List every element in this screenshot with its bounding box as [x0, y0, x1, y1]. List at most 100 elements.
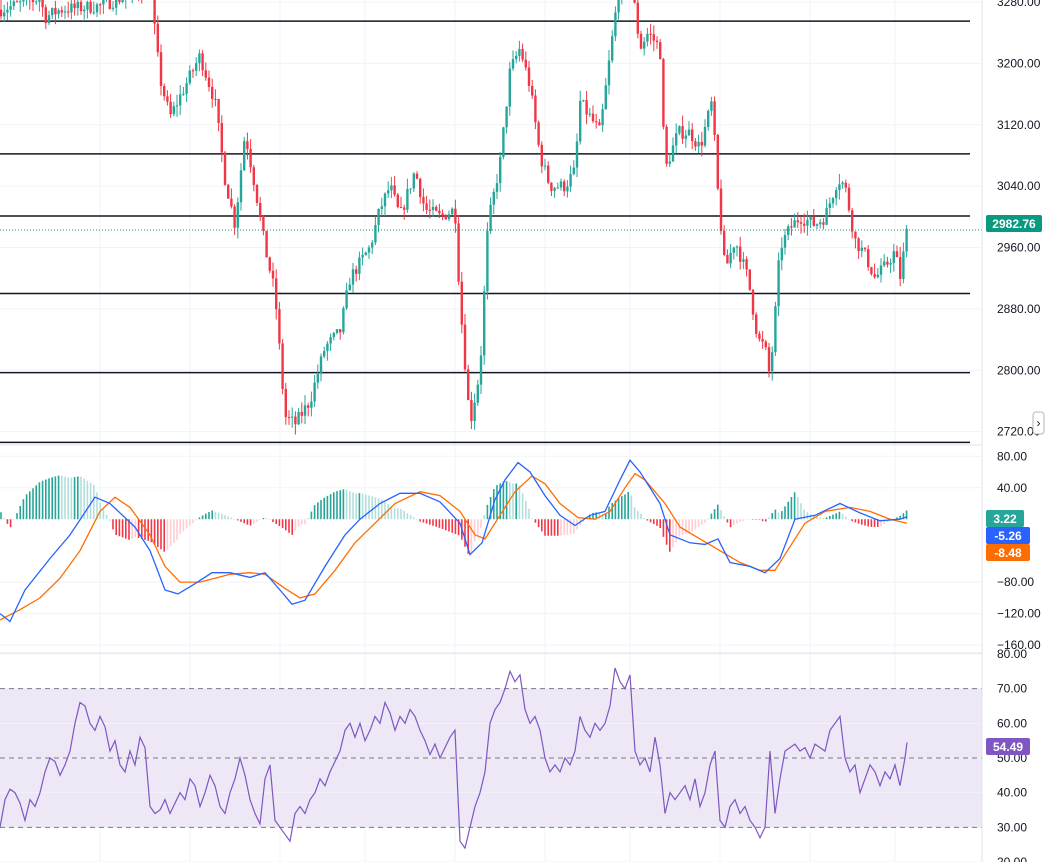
- candle-body: [6, 9, 9, 13]
- price-tick-label: 3280.00: [997, 0, 1041, 9]
- candle-body: [22, 0, 25, 2]
- rsi-pane[interactable]: [0, 653, 982, 862]
- macd-tick-label: −120.00: [997, 607, 1041, 621]
- macd-pane[interactable]: [0, 455, 982, 646]
- macd-histogram-bar: [93, 484, 95, 520]
- price-tick-label: 3120.00: [997, 118, 1041, 132]
- candle-body: [687, 129, 691, 136]
- candle-body: [422, 197, 425, 204]
- candle-body: [703, 126, 707, 146]
- candle-body: [575, 141, 579, 168]
- candle-body: [793, 220, 796, 228]
- candle-body: [518, 48, 521, 56]
- candle-body: [540, 144, 543, 167]
- candle-body: [441, 213, 444, 215]
- macd-histogram-bar: [9, 519, 12, 528]
- macd-histogram-bar: [310, 511, 313, 520]
- macd-histogram-bar: [413, 517, 415, 520]
- macd-histogram-bar: [477, 519, 479, 535]
- candle-body: [406, 189, 409, 210]
- price-scale[interactable]: 2720.00 2800.00 2880.00 2960.00 3040.00 3120.…: [981, 0, 1051, 862]
- macd-histogram-bar: [723, 516, 725, 520]
- macd-histogram-bar: [528, 508, 530, 520]
- candle-body: [281, 343, 284, 389]
- candle-body: [316, 373, 319, 383]
- macd-histogram-bar: [176, 519, 178, 540]
- macd-histogram-bar: [320, 500, 322, 520]
- price-pane[interactable]: [0, 0, 982, 862]
- candle-body: [159, 52, 163, 87]
- candle-body: [428, 209, 431, 211]
- candle-body: [185, 83, 188, 94]
- candle-body: [236, 202, 239, 228]
- candle-body: [665, 126, 668, 164]
- macd-histogram-bar: [505, 481, 508, 520]
- macd-histogram-bar: [531, 518, 533, 520]
- candle-body: [547, 165, 550, 183]
- macd-histogram-bar: [755, 519, 757, 520]
- macd-histogram-bar: [217, 512, 220, 520]
- last-price-badge: 2982.76: [986, 215, 1042, 232]
- candle-body: [239, 170, 243, 203]
- macd-histogram-bar: [873, 519, 876, 527]
- macd-histogram-bar: [307, 517, 309, 520]
- macd-histogram-bar: [633, 507, 636, 520]
- macd-histogram-bar: [653, 519, 655, 525]
- candle-body: [233, 206, 236, 228]
- macd-histogram-bar: [102, 508, 105, 520]
- candle-body: [89, 1, 92, 13]
- macd-histogram-bar: [726, 519, 729, 523]
- macd-histogram-bar: [339, 490, 341, 520]
- macd-grid: [0, 455, 982, 646]
- macd-histogram-bar: [537, 519, 540, 528]
- candle-body: [870, 267, 873, 275]
- candle-body: [175, 105, 179, 107]
- macd-histogram-bar: [153, 519, 156, 545]
- macd-histogram-bar: [659, 519, 661, 529]
- candle-body: [262, 216, 265, 231]
- macd-histogram-bar: [358, 493, 361, 520]
- candle-body: [899, 257, 902, 279]
- horizontal-levels[interactable]: [0, 20, 970, 444]
- macd-histogram-bar: [733, 519, 735, 526]
- macd-histogram-bar: [646, 519, 649, 521]
- macd-histogram-bar: [739, 519, 741, 522]
- macd-histogram-bar: [262, 517, 265, 520]
- scroll-to-latest-button[interactable]: ›: [1032, 411, 1045, 435]
- price-tick-label: 2960.00: [997, 241, 1041, 255]
- candle-body: [435, 206, 438, 211]
- macd-histogram-bar: [861, 519, 863, 525]
- candle-body: [486, 231, 489, 292]
- candle-body: [748, 269, 751, 290]
- macd-histogram-bar: [781, 511, 783, 520]
- candle-body: [873, 274, 876, 278]
- macd-histogram-bar: [224, 515, 226, 520]
- candle-body: [860, 247, 863, 252]
- candle-body: [531, 85, 534, 96]
- candle-body: [771, 352, 774, 372]
- candle-body: [633, 0, 636, 3]
- macd-histogram-bar: [326, 495, 329, 520]
- price-tick-label: 3040.00: [997, 179, 1041, 193]
- macd-histogram-bar: [115, 519, 117, 536]
- candle-body: [476, 384, 479, 403]
- candle-body: [95, 4, 99, 13]
- candle-body: [515, 55, 518, 60]
- macd-histogram-bar: [819, 517, 821, 520]
- macd-histogram-bar: [525, 501, 527, 520]
- rsi-tick-label: 20.00: [997, 855, 1027, 862]
- macd-histogram-bar: [195, 519, 197, 521]
- macd-histogram-bar: [301, 519, 303, 525]
- macd-histogram-bar: [342, 489, 345, 520]
- candle-body: [390, 185, 393, 191]
- signal-value: -8.48: [994, 546, 1022, 560]
- macd-histogram-bar: [48, 478, 50, 520]
- macd-histogram-bar: [470, 519, 473, 553]
- candle-body: [537, 122, 540, 145]
- macd-histogram-bar: [854, 519, 857, 523]
- candle-body: [745, 259, 748, 270]
- candle-body: [735, 246, 739, 248]
- macd-histogram-bar: [800, 503, 802, 520]
